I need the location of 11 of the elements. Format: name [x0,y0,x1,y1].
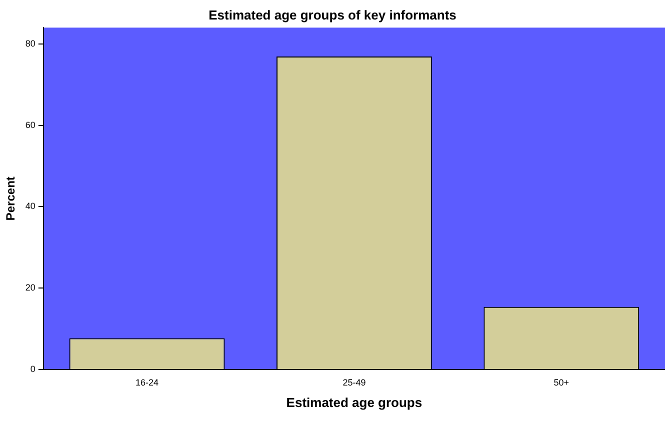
y-tick-label: 40 [25,201,36,212]
x-tick-label: 16-24 [135,377,159,388]
y-tick-label: 0 [30,364,36,374]
y-tick-label: 80 [25,38,36,48]
y-tick-label: 20 [25,282,36,293]
y-axis-title: Percent [4,176,18,221]
chart-title: Estimated age groups of key informants [208,7,456,22]
x-axis-title: Estimated age groups [286,394,422,410]
x-tick-label: 25-49 [342,377,366,388]
x-tick-label: 50+ [554,377,570,388]
y-tick-label: 60 [25,120,36,130]
